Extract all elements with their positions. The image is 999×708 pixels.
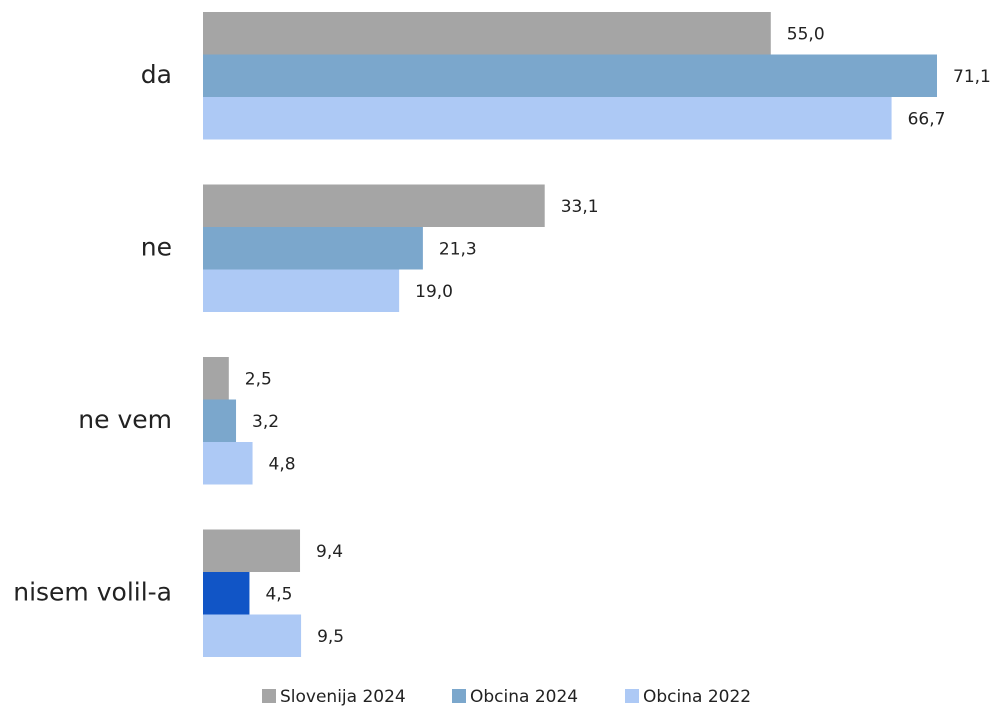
value-label: 71,1 [953,67,991,87]
value-label: 66,7 [908,109,946,129]
value-label: 4,8 [269,454,296,474]
bar [203,97,892,140]
value-label: 3,2 [252,412,279,432]
legend-label: Obcina 2022 [643,687,751,707]
value-label: 9,4 [316,542,343,562]
value-label: 33,1 [561,197,599,217]
category-label: nisem volil-a [13,577,172,606]
legend-swatch [452,689,466,703]
legend-swatch [625,689,639,703]
bar [203,572,250,615]
legend-label: Obcina 2024 [470,687,578,707]
bar [203,442,253,485]
value-label: 2,5 [245,369,272,389]
bar [203,614,302,657]
category-label: ne vem [78,405,172,434]
legend-label: Slovenija 2024 [280,687,406,707]
bar [203,357,229,400]
legend-swatch [262,689,276,703]
bar [203,227,423,270]
bar [203,12,771,55]
value-label: 4,5 [265,584,292,604]
value-label: 19,0 [415,282,453,302]
category-label: da [141,60,172,89]
value-label: 21,3 [439,239,477,259]
bar [203,529,301,572]
bar [203,184,545,227]
bar [203,269,400,312]
value-label: 9,5 [317,627,344,647]
value-label: 55,0 [787,24,825,44]
category-label: ne [141,232,172,261]
bar [203,54,937,97]
bar [203,399,237,442]
